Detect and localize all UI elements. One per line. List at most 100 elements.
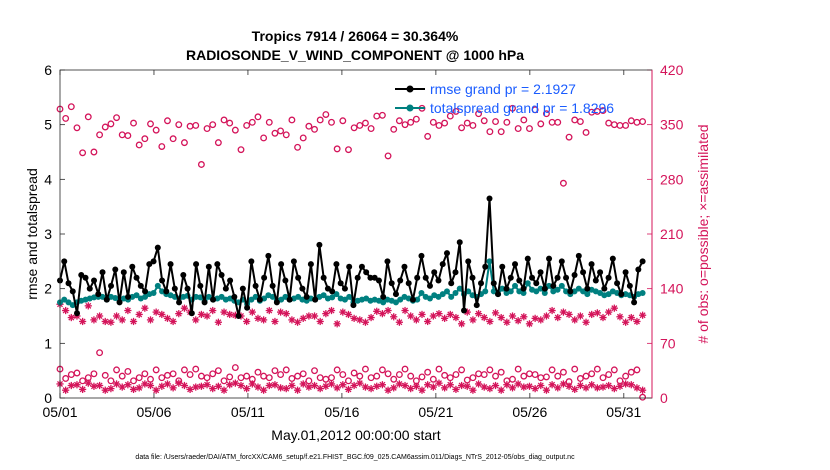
y-right-tick-label: 280 <box>660 171 684 187</box>
obs-assimilated-marker <box>429 312 437 320</box>
obs-assimilated-marker <box>497 386 505 394</box>
obs-assimilated-marker <box>503 381 511 389</box>
obs-possible-marker <box>158 374 166 382</box>
rmse-point <box>486 195 493 202</box>
rmse-point <box>460 307 467 314</box>
obs-possible-marker <box>124 132 132 140</box>
x-tick-label: 05/11 <box>231 404 265 420</box>
obs-assimilated-marker <box>367 385 375 393</box>
obs-possible-marker <box>559 179 567 187</box>
obs-assimilated-marker <box>141 304 149 312</box>
tick-layer: 05/01 05/06 05/11 05/16 05/21 05/26 05/31 0 1 2 3 4… <box>42 62 683 420</box>
obs-assimilated-marker <box>508 384 517 392</box>
spread-point <box>282 293 289 300</box>
spread-point <box>414 296 421 303</box>
rmse-point <box>167 261 174 268</box>
spread-point <box>154 282 161 289</box>
obs-possible-marker <box>214 139 222 147</box>
obs-assimilated-marker <box>605 381 613 390</box>
obs-possible-marker <box>62 114 70 122</box>
spread-point <box>418 290 425 297</box>
obs-assimilated-marker <box>84 302 92 310</box>
obs-possible-marker <box>73 369 81 377</box>
rmse-point <box>210 296 217 303</box>
rmse-point <box>584 285 591 292</box>
spread-point <box>448 293 455 300</box>
obs-possible-marker <box>554 372 562 380</box>
obs-possible-marker <box>350 369 358 377</box>
obs-possible-marker <box>356 372 364 380</box>
obs-possible-marker <box>378 111 386 119</box>
obs-assimilated-marker <box>474 310 483 318</box>
spread-point <box>159 288 166 295</box>
spread-point <box>584 291 591 298</box>
spread-point <box>320 292 327 299</box>
obs-assimilated-marker <box>412 316 420 324</box>
rmse-point <box>235 313 242 319</box>
obs-possible-marker <box>469 121 477 129</box>
obs-possible-marker <box>384 370 392 378</box>
obs-possible-marker <box>231 126 239 134</box>
obs-possible-marker <box>180 366 188 374</box>
obs-assimilated-marker <box>610 385 618 393</box>
obs-assimilated-marker <box>118 383 126 391</box>
obs-assimilated-marker <box>367 313 375 322</box>
y-left-tick-label: 4 <box>44 171 52 187</box>
obs-assimilated-marker <box>441 314 449 322</box>
obs-assimilated-marker <box>124 381 132 389</box>
obs-possible-marker <box>599 374 607 382</box>
obs-possible-marker <box>497 128 505 136</box>
obs-possible-marker <box>73 124 81 132</box>
rmse-point <box>239 285 246 292</box>
spread-point <box>507 288 514 295</box>
obs-possible-marker <box>531 106 539 114</box>
rmse-point <box>307 261 314 268</box>
obs-assimilated-marker <box>458 381 466 390</box>
obs-assimilated-marker <box>192 383 200 391</box>
rmse-point <box>418 252 425 259</box>
y-right-tick-label: 0 <box>660 390 668 406</box>
spread-point <box>580 288 587 295</box>
rmse-point <box>282 277 289 284</box>
obs-possible-marker <box>542 110 550 118</box>
rmse-point <box>312 296 319 303</box>
obs-assimilated-marker <box>605 308 613 316</box>
obs-possible-marker <box>486 366 494 374</box>
obs-assimilated-marker <box>243 317 251 326</box>
obs-possible-marker <box>169 370 177 378</box>
spread-point <box>520 290 527 297</box>
rmse-point <box>580 269 587 276</box>
spread-point <box>426 295 433 302</box>
obs-possible-marker <box>395 117 403 125</box>
spread-point <box>65 299 72 306</box>
obs-assimilated-marker <box>633 317 641 326</box>
rmse-point <box>214 261 221 268</box>
x-axis-label: May.01,2012 00:00:00 start <box>271 427 441 443</box>
rmse-point <box>78 272 85 278</box>
obs-possible-marker <box>333 366 341 374</box>
spread-point <box>346 293 353 300</box>
obs-possible-marker <box>593 365 601 373</box>
obs-assimilated-marker <box>491 309 500 317</box>
obs-assimilated-marker <box>333 384 341 392</box>
rmse-point <box>103 296 110 303</box>
obs-assimilated-marker <box>214 382 222 390</box>
rmse-point <box>571 272 578 278</box>
rmse-point <box>388 280 395 287</box>
obs-assimilated-marker <box>84 379 92 387</box>
obs-assimilated-marker <box>271 317 279 326</box>
obs-assimilated-marker <box>158 310 166 319</box>
rmse-point <box>503 285 510 292</box>
obs-possible-marker <box>209 121 217 129</box>
spread-point <box>61 296 68 303</box>
obs-possible-marker <box>107 377 115 385</box>
obs-possible-marker <box>458 124 466 132</box>
obs-assimilated-marker <box>67 381 75 390</box>
spread-point <box>452 290 459 297</box>
obs-assimilated-marker <box>344 385 353 394</box>
obs-assimilated-marker <box>339 308 347 316</box>
obs-possible-marker <box>441 371 449 379</box>
spread-point <box>558 282 565 289</box>
rmse-point <box>324 285 331 292</box>
